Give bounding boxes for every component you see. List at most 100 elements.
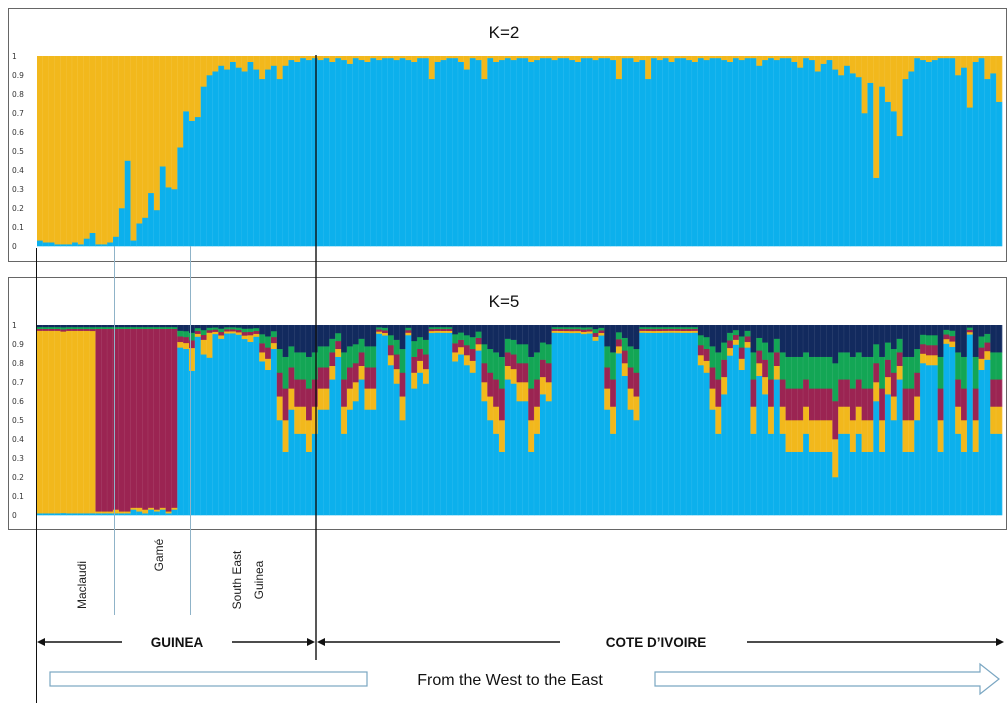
k5-bar-segment-blue-10 <box>89 513 96 516</box>
k5-bar-segment-maroon-134 <box>814 388 822 421</box>
k2-bar-segment-blue-136 <box>826 59 833 247</box>
k5-bar-segment-blue-83 <box>516 401 523 516</box>
k5-bar-segment-navy-161 <box>972 325 979 357</box>
k5-bar-segment-maroon-79 <box>493 379 500 407</box>
k5-y-tick-label: 1 <box>12 321 17 330</box>
k5-bar-segment-green-28 <box>194 327 202 332</box>
k5-bar-segment-green-86 <box>534 352 541 380</box>
k5-bar-segment-yellow-162 <box>978 358 985 371</box>
k5-bar-segment-green-122 <box>744 330 751 337</box>
k5-bar-segment-yellow-29 <box>200 339 207 355</box>
k5-bar-segment-green-129 <box>785 356 792 389</box>
k2-bar-segment-blue-129 <box>785 57 792 247</box>
k5-bar-segment-yellow-5 <box>60 331 67 514</box>
k5-bar-segment-maroon-116 <box>709 367 716 389</box>
k5-bar-segment-yellow-122 <box>744 341 751 348</box>
k5-bar-segment-navy-43 <box>282 325 289 357</box>
k5-bar-segment-navy-108 <box>662 325 669 328</box>
k5-bar-segment-green-87 <box>539 342 547 360</box>
k5-bar-segment-navy-148 <box>896 325 903 339</box>
k2-y-tick-label: 0 <box>12 242 17 251</box>
k5-bar-segment-maroon-156 <box>943 334 950 340</box>
k2-bar-segment-blue-152 <box>920 59 927 247</box>
k2-bar-segment-blue-38 <box>253 69 260 247</box>
k2-bar-segment-blue-77 <box>481 78 488 247</box>
k5-bar-segment-navy-156 <box>943 325 950 330</box>
k5-bar-segment-navy-71 <box>446 325 453 328</box>
k5-bar-segment-maroon-9 <box>83 328 90 331</box>
k2-bar-segment-yellow-164 <box>990 56 997 74</box>
k5-bar-segment-navy-19 <box>142 325 149 328</box>
k5-bar-segment-green-116 <box>709 346 716 368</box>
k2-bar-segment-yellow-150 <box>908 56 915 72</box>
k5-bar-segment-yellow-110 <box>674 330 681 333</box>
k5-bar-segment-blue-119 <box>727 355 734 516</box>
k5-bar-segment-green-54 <box>346 346 354 368</box>
k5-bar-segment-yellow-57 <box>364 388 371 410</box>
k2-bar-segment-blue-88 <box>545 57 553 247</box>
k5-bar-segment-maroon-11 <box>95 328 102 512</box>
k2-bar-segment-blue-24 <box>171 189 178 247</box>
k5-bar-segment-maroon-110 <box>674 328 681 331</box>
k2-bar-segment-yellow-130 <box>791 56 798 62</box>
k5-bar-segment-maroon-88 <box>545 363 553 383</box>
k5-bar-segment-maroon-23 <box>165 328 172 512</box>
k5-bar-segment-blue-32 <box>218 338 225 516</box>
k5-bar-segment-navy-35 <box>235 325 243 328</box>
k2-bar-segment-yellow-15 <box>118 56 126 209</box>
k2-bar-segment-blue-8 <box>77 244 85 247</box>
k5-bar-segment-yellow-21 <box>153 509 161 512</box>
k5-bar-segment-maroon-138 <box>838 379 845 407</box>
k5-bar-segment-blue-57 <box>364 409 371 516</box>
k2-bar-segment-blue-23 <box>165 187 172 247</box>
k2-bar-segment-yellow-95 <box>586 56 593 59</box>
k2-bar-segment-blue-14 <box>113 236 120 247</box>
k2-bar-segment-blue-1 <box>37 240 44 247</box>
k5-bar-segment-yellow-139 <box>844 406 851 434</box>
k5-bar-segment-green-68 <box>428 326 436 330</box>
k5-bar-segment-maroon-114 <box>697 345 705 356</box>
k5-bar-segment-yellow-13 <box>107 511 114 514</box>
k5-bar-segment-yellow-3 <box>48 330 55 514</box>
k5-bar-segment-maroon-126 <box>768 379 775 407</box>
k5-bar-segment-blue-107 <box>656 332 664 516</box>
k2-bar-segment-blue-123 <box>750 57 757 247</box>
k5-bar-segment-blue-56 <box>358 379 365 516</box>
k5-bar-segment-blue-46 <box>300 433 307 516</box>
k5-bar-segment-maroon-17 <box>130 328 137 508</box>
k5-bar-segment-yellow-15 <box>118 511 126 514</box>
k5-bar-segment-green-70 <box>440 326 447 330</box>
k2-bar-segment-blue-51 <box>329 61 336 247</box>
k2-bar-segment-yellow-67 <box>423 56 430 59</box>
k5-bar-segment-yellow-6 <box>66 330 73 514</box>
k5-bar-segment-maroon-97 <box>598 330 605 334</box>
k2-bar-segment-blue-99 <box>610 59 617 247</box>
k2-bar-segment-yellow-72 <box>452 56 459 59</box>
k5-bar-segment-green-34 <box>230 327 237 330</box>
k5-bar-segment-green-115 <box>703 336 710 350</box>
k5-y-tick-label: 0.8 <box>12 359 24 368</box>
k5-bar-segment-green-45 <box>294 352 301 380</box>
k5-bar-segment-yellow-137 <box>832 439 839 478</box>
k2-bar-segment-blue-131 <box>797 67 804 247</box>
k5-bar-segment-green-93 <box>575 326 582 330</box>
k5-bar-segment-blue-29 <box>200 354 207 516</box>
k2-bar-segment-blue-34 <box>230 61 237 247</box>
k2-bar-segment-blue-151 <box>914 57 921 247</box>
k2-bar-segment-blue-156 <box>943 57 950 247</box>
k5-bar-segment-blue-23 <box>165 513 172 516</box>
k2-bar-segment-blue-137 <box>832 69 839 247</box>
k5-bar-segment-green-85 <box>528 356 535 389</box>
k2-bar-segment-blue-111 <box>680 57 687 247</box>
k5-bar-segment-navy-139 <box>844 325 851 353</box>
k2-bar-segment-blue-2 <box>42 242 50 247</box>
k2-bar-segment-yellow-56 <box>358 56 365 61</box>
k5-bar-segment-yellow-106 <box>651 330 658 333</box>
k5-bar-segment-blue-24 <box>171 509 178 516</box>
k5-bar-segment-yellow-45 <box>294 406 301 434</box>
k5-bar-segment-yellow-42 <box>276 396 283 421</box>
k2-bar-segment-blue-73 <box>458 61 465 247</box>
k5-bar-segment-blue-117 <box>715 433 722 516</box>
k2-bar-segment-blue-20 <box>148 192 155 247</box>
k5-bar-segment-maroon-15 <box>118 328 126 512</box>
